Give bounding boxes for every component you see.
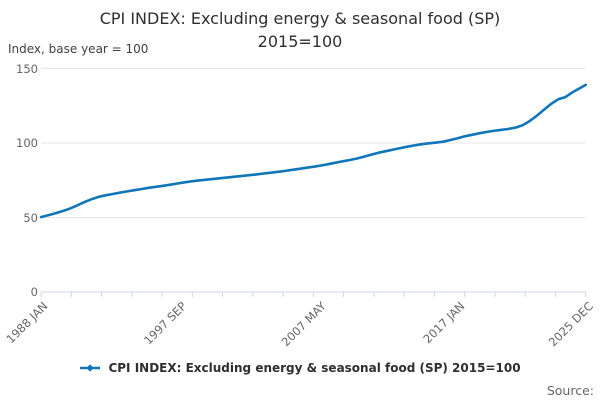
y-axis-tick-label: 50 [23, 210, 38, 225]
legend-line-marker-icon [80, 364, 101, 372]
source-label: Source: [546, 383, 594, 398]
series-line[interactable] [39, 83, 588, 219]
legend-label: CPI INDEX: Excluding energy & seasonal f… [108, 361, 521, 375]
y-axis-tick-label: 150 [16, 61, 38, 76]
y-axis-tick-label: 0 [30, 285, 38, 299]
legend-item[interactable]: CPI INDEX: Excluding energy & seasonal f… [0, 361, 600, 375]
y-axis-tick-label: 100 [16, 136, 38, 150]
chart-title: CPI INDEX: Excluding energy & seasonal f… [99, 9, 501, 51]
y-axis-unit-label: Index, base year = 100 [8, 42, 149, 56]
